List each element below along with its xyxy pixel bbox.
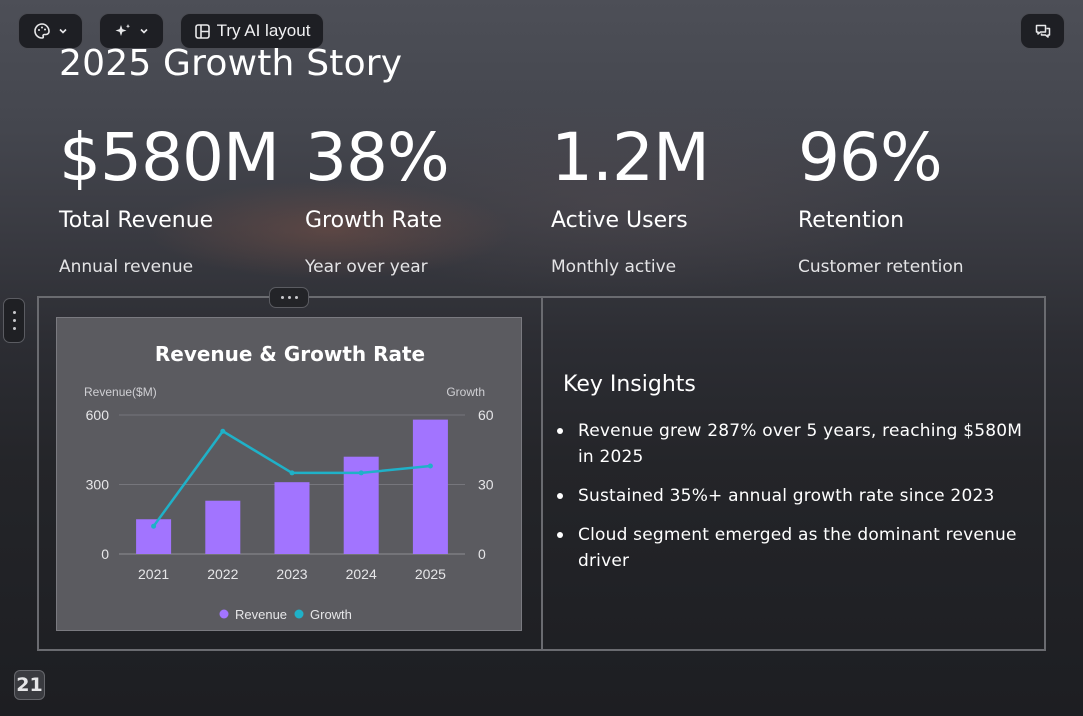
insight-item: Cloud segment emerged as the dominant re… [557,522,1038,574]
y2-tick-label: 30 [478,477,494,493]
try-ai-layout-button[interactable]: Try AI layout [180,13,324,49]
x-tick-label: 2025 [415,566,446,582]
stat-value: 38% [305,119,450,196]
y2-tick-label: 0 [478,546,486,562]
side-drag-handle[interactable] [3,298,25,343]
y-tick-label: 600 [86,407,110,423]
x-tick-label: 2022 [207,566,238,582]
chevron-down-icon [57,25,69,37]
y-axis-label: Revenue($M) [84,385,157,399]
palette-icon [33,22,51,40]
stat-total-revenue: $580M Total Revenue Annual revenue [59,118,299,277]
x-tick-label: 2023 [276,566,307,582]
legend-marker [219,609,229,619]
revenue-bar[interactable] [205,500,241,554]
chart-card[interactable]: Revenue & Growth Rate Revenue($M) Growth… [56,317,522,631]
stat-subtitle: Annual revenue [59,257,194,277]
y2-axis-label: Growth [446,385,485,399]
legend-label[interactable]: Growth [310,607,352,622]
chart-title: Revenue & Growth Rate [155,342,425,366]
stat-label: Total Revenue [59,208,214,233]
try-ai-layout-label: Try AI layout [216,21,311,40]
stat-growth-rate: 38% Growth Rate Year over year [305,118,545,277]
comment-icon [1034,22,1052,40]
stat-label: Active Users [551,208,688,233]
insights-list: Revenue grew 287% over 5 years, reaching… [557,418,1038,587]
slide-title: 2025 Growth Story [59,43,403,84]
drag-handle[interactable] [269,287,309,308]
page-number[interactable]: 21 [14,670,45,700]
column-divider[interactable] [541,296,543,651]
chevron-down-icon [138,25,150,37]
revenue-bar[interactable] [274,482,310,554]
stat-value: 1.2M [551,119,710,196]
growth-point[interactable] [427,463,433,469]
layout-icon [194,23,211,40]
x-tick-label: 2024 [346,566,377,582]
x-tick-label: 2021 [138,566,169,582]
y-tick-label: 300 [86,477,110,493]
legend-marker [294,609,304,619]
growth-point[interactable] [220,428,226,434]
stat-value: 96% [798,119,943,196]
insight-item: Revenue grew 287% over 5 years, reaching… [557,418,1038,470]
growth-point[interactable] [289,470,295,476]
stat-label: Growth Rate [305,208,443,233]
theme-button[interactable] [18,13,83,49]
ai-menu-button[interactable] [99,13,164,49]
y-tick-label: 0 [101,546,109,562]
stat-label: Retention [798,208,905,233]
combo-chart: Revenue & Growth Rate Revenue($M) Growth… [84,342,494,622]
stat-value: $580M [59,119,280,196]
growth-point[interactable] [151,523,157,529]
stat-retention: 96% Retention Customer retention [798,118,1038,277]
comment-button[interactable] [1020,13,1065,49]
stat-active-users: 1.2M Active Users Monthly active [551,118,791,277]
y2-tick-label: 60 [478,407,494,423]
insights-title: Key Insights [563,372,696,397]
stat-subtitle: Customer retention [798,257,964,277]
stat-subtitle: Year over year [305,257,428,277]
sparkle-icon [114,22,132,40]
growth-point[interactable] [358,470,364,476]
legend-label[interactable]: Revenue [235,607,287,622]
insight-item: Sustained 35%+ annual growth rate since … [557,483,1038,509]
stat-subtitle: Monthly active [551,257,677,277]
revenue-bar[interactable] [412,419,448,554]
